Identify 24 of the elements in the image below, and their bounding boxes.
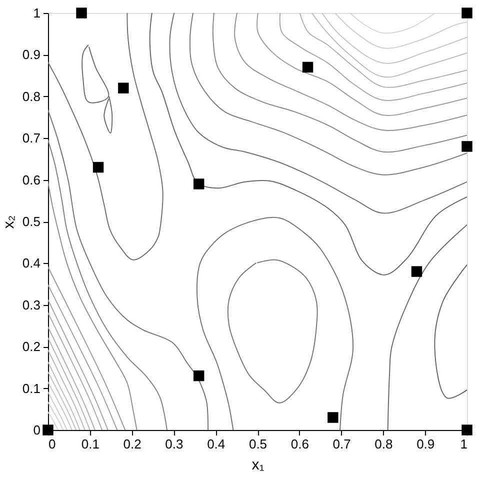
x-tick-label: 0.5 [248,436,268,452]
x-tick-label: 0.8 [374,436,393,452]
y-tick-label: 0.5 [22,214,40,229]
x-tick-label: 0 [48,436,56,452]
x-tick-label: 0.1 [81,436,100,452]
y-tick-label: 0.2 [22,339,40,354]
y-tick-label: 0.8 [22,88,40,104]
y-tick-label: 0.1 [22,380,40,396]
x-tick-label: 0.3 [165,436,184,452]
x-tick-label: 0.2 [123,436,142,452]
x-tick-label: 0.4 [207,436,226,452]
y-axis-title: x₂ [0,215,18,229]
y-tick-label: 1 [33,6,40,20]
y-tick-label: 0.6 [22,172,40,188]
y-tick-label: 0.9 [22,47,40,62]
x-tick-label: 0.7 [332,436,351,452]
y-tick-label: 0 [33,422,40,438]
y-tick-label: 0.7 [22,130,40,146]
x-tick-label: 1 [460,436,468,452]
y-tick-label: 0.3 [22,297,40,312]
x-tick-label: 0.9 [416,436,435,452]
x-axis-title: x₁ [252,456,264,474]
x-tick-label: 0.6 [290,436,309,452]
y-tick-label: 0.4 [22,256,40,271]
